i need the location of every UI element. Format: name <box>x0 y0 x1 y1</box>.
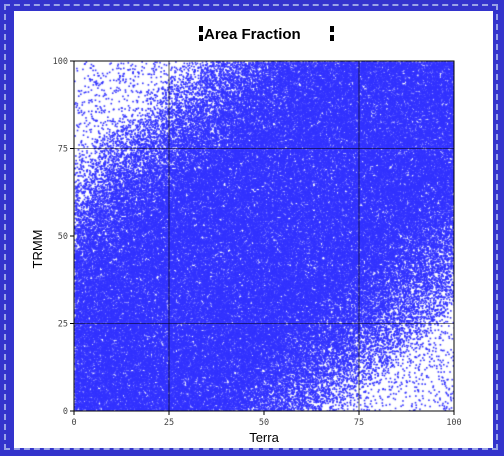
y-tick-label: 25 <box>58 320 68 330</box>
y-tick-label: 75 <box>58 145 68 155</box>
x-tick-label: 75 <box>354 418 364 428</box>
x-axis-title: Terra <box>249 430 279 445</box>
x-axis-ticks: 0 25 50 75 100 <box>71 411 462 428</box>
x-tick-label: 50 <box>259 418 269 428</box>
x-tick-label: 0 <box>71 418 76 428</box>
chart-title-group[interactable]: Area Fraction <box>199 26 334 43</box>
y-axis-title: TRMM <box>30 230 45 269</box>
scatter-chart: Area Fraction 0 25 50 75 100 0 25 50 75 100 Terr… <box>30 26 462 445</box>
chart-title: Area Fraction <box>204 26 301 43</box>
x-tick-label: 25 <box>164 418 174 428</box>
title-handle-right <box>330 26 334 32</box>
scatter-density <box>74 61 454 411</box>
grid-lines <box>74 61 454 411</box>
plot-area <box>73 60 455 412</box>
scatter-points <box>74 61 454 411</box>
title-handle-left <box>199 26 203 32</box>
x-tick-label: 100 <box>446 418 461 428</box>
title-handle-right-bottom <box>330 35 334 41</box>
y-tick-label: 50 <box>58 232 68 242</box>
chart-panel: Area Fraction 0 25 50 75 100 0 25 50 75 100 Terr… <box>14 11 493 448</box>
title-handle-left-bottom <box>199 35 203 41</box>
y-tick-label: 100 <box>53 57 68 67</box>
y-tick-label: 0 <box>63 407 68 417</box>
y-axis-ticks: 0 25 50 75 100 <box>53 57 74 417</box>
